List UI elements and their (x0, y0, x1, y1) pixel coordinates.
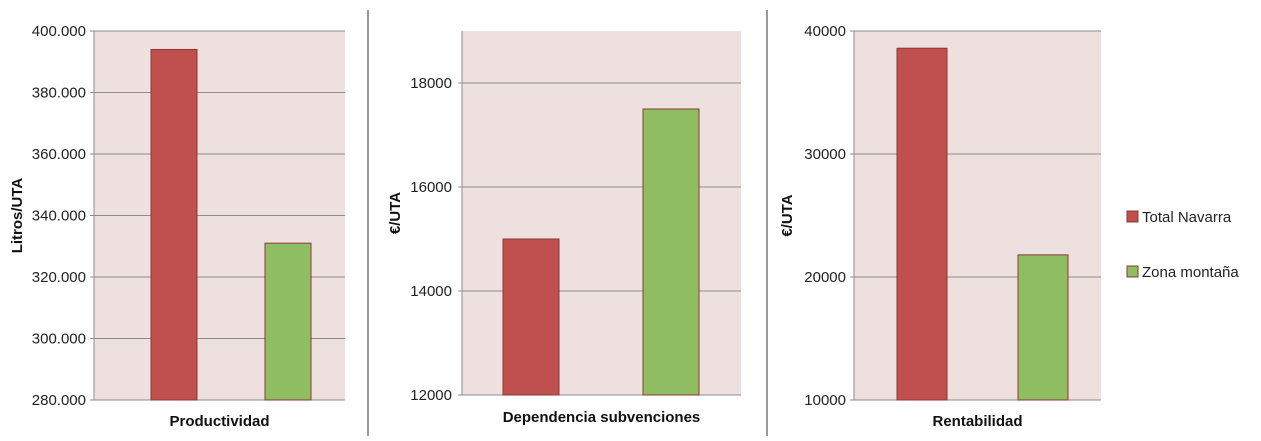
chart-panel-1: 280.000 300.000 320.000 340.000 360.000 380.0… (9, 23, 345, 430)
y-tick-label: 320.000 (32, 269, 86, 286)
y-tick-label: 16000 (410, 179, 452, 196)
y-tick-label: 30000 (804, 146, 846, 163)
y-tick-label: 360.000 (32, 146, 86, 163)
charts-container: 280.000 300.000 320.000 340.000 360.000 380.0… (9, 23, 1101, 430)
y-axis-label: €/UTA (387, 192, 404, 234)
x-axis-label: Productividad (169, 413, 269, 430)
legend: Total Navarra Zona montaña (1126, 209, 1239, 281)
bar-zona-montana (1017, 254, 1069, 401)
y-axis-label: €/UTA (779, 194, 796, 236)
legend-label-total-navarra: Total Navarra (1142, 209, 1232, 226)
bar-total-navarra (502, 238, 560, 396)
y-tick-label: 300.000 (32, 331, 86, 348)
bar-total-navarra (896, 47, 948, 401)
y-tick-label: 14000 (410, 283, 452, 300)
y-tick-label: 40000 (804, 23, 846, 40)
y-tick-label: 400.000 (32, 23, 86, 40)
legend-swatch-zona-montana (1126, 265, 1139, 278)
x-axis-label: Rentabilidad (932, 413, 1022, 430)
chart-panel-3: 10000 20000 30000 40000 Rentabilidad €/UTA (779, 23, 1101, 430)
bar-zona-montana (264, 242, 312, 401)
y-axis-label: Litros/UTA (9, 178, 26, 254)
y-tick-label: 12000 (410, 387, 452, 404)
y-tick-label: 380.000 (32, 85, 86, 102)
chart-panel-2: 12000 14000 16000 18000 Dependencia subvenci… (387, 31, 741, 426)
y-tick-label: 10000 (804, 392, 846, 409)
x-axis-label: Dependencia subvenciones (503, 409, 701, 426)
y-tick-label: 18000 (410, 75, 452, 92)
y-tick-label: 280.000 (32, 392, 86, 409)
legend-label-zona-montana: Zona montaña (1142, 264, 1239, 281)
y-tick-label: 340.000 (32, 208, 86, 225)
bar-zona-montana (642, 108, 700, 396)
legend-swatch-total-navarra (1126, 210, 1139, 223)
bar-total-navarra (150, 48, 198, 401)
y-tick-label: 20000 (804, 269, 846, 286)
